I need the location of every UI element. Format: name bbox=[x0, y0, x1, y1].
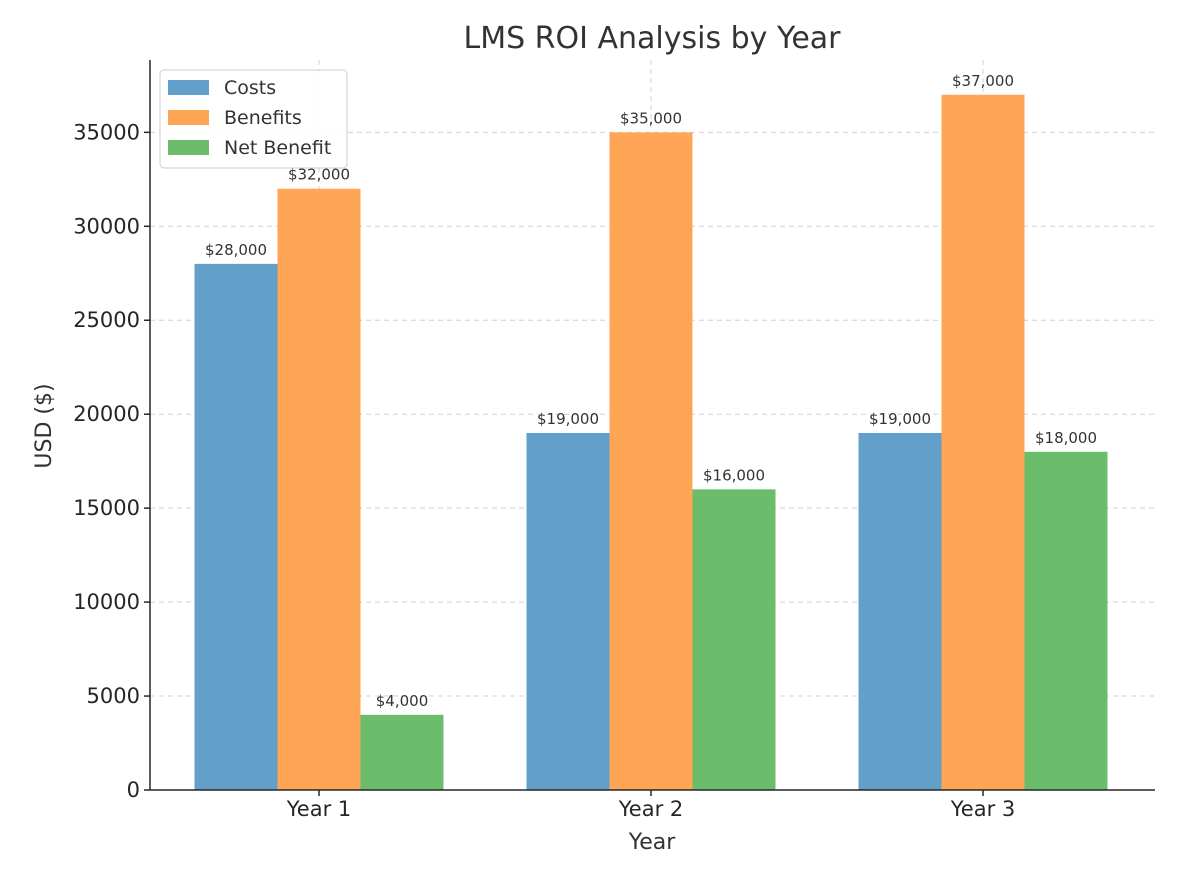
x-tick-label: Year 1 bbox=[286, 797, 352, 821]
bar-net-benefit bbox=[1024, 451, 1108, 790]
x-axis-label: Year bbox=[628, 830, 677, 855]
bars-layer bbox=[194, 94, 1108, 790]
legend-label: Net Benefit bbox=[224, 137, 331, 159]
bar-net-benefit bbox=[692, 489, 776, 790]
bar-data-label: $19,000 bbox=[537, 410, 599, 428]
labels-layer: 0 5000 10000 15000 20000 25000 30000 35000 Year … bbox=[73, 72, 1097, 821]
bar-data-label: $35,000 bbox=[620, 109, 682, 127]
bar-costs bbox=[858, 432, 942, 790]
y-tick-label: 0 bbox=[127, 778, 140, 802]
legend-swatch-benefits bbox=[168, 110, 209, 125]
bar-benefits bbox=[609, 132, 693, 790]
legend-label: Benefits bbox=[224, 107, 302, 129]
bar-data-label: $16,000 bbox=[703, 466, 765, 484]
y-tick-label: 25000 bbox=[73, 308, 140, 332]
chart-title: LMS ROI Analysis by Year bbox=[463, 21, 841, 56]
bar-data-label: $4,000 bbox=[376, 692, 429, 710]
y-axis-label: USD ($) bbox=[32, 383, 57, 468]
y-tick-label: 35000 bbox=[73, 120, 140, 144]
y-tick-label: 5000 bbox=[87, 684, 140, 708]
bar-data-label: $18,000 bbox=[1035, 429, 1097, 447]
y-tick-label: 15000 bbox=[73, 496, 140, 520]
legend-label: Costs bbox=[224, 77, 276, 99]
bar-data-label: $28,000 bbox=[205, 241, 267, 259]
axes-layer bbox=[144, 60, 1155, 796]
x-tick-label: Year 2 bbox=[618, 797, 684, 821]
y-tick-label: 10000 bbox=[73, 590, 140, 614]
bar-benefits bbox=[941, 94, 1025, 790]
legend-swatch-net-benefit bbox=[168, 140, 209, 155]
bar-costs bbox=[526, 432, 610, 790]
y-tick-label: 20000 bbox=[73, 402, 140, 426]
y-tick-label: 30000 bbox=[73, 214, 140, 238]
legend: Costs Benefits Net Benefit bbox=[159, 69, 348, 169]
bar-data-label: $37,000 bbox=[952, 72, 1014, 90]
legend-swatch-costs bbox=[168, 80, 209, 95]
x-tick-label: Year 3 bbox=[950, 797, 1016, 821]
bar-net-benefit bbox=[360, 714, 444, 790]
bar-data-label: $19,000 bbox=[869, 410, 931, 428]
bar-benefits bbox=[277, 188, 361, 790]
bar-costs bbox=[194, 263, 278, 790]
bar-data-label: $32,000 bbox=[288, 166, 350, 184]
